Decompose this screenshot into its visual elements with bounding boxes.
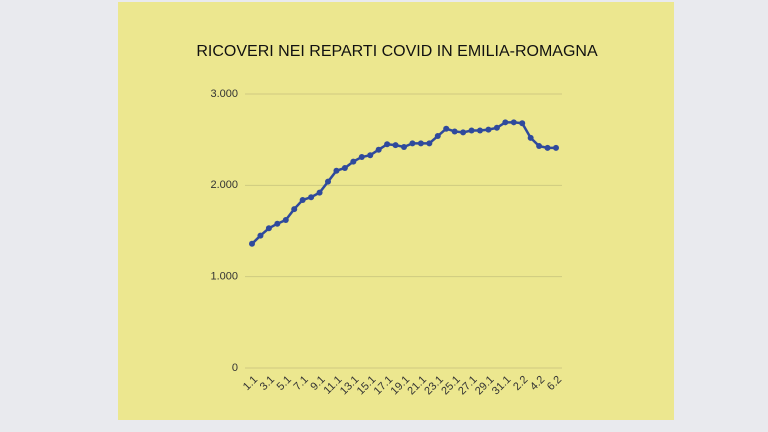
data-point [544, 144, 551, 151]
data-point [249, 240, 255, 247]
data-point [553, 144, 559, 151]
data-point [274, 220, 281, 227]
y-tick-label: 2.000 [210, 179, 238, 191]
data-point [468, 127, 475, 134]
data-point [477, 127, 483, 134]
data-point [325, 178, 331, 185]
data-point [333, 167, 340, 174]
data-point [401, 143, 407, 150]
data-point [451, 128, 458, 135]
data-point [341, 164, 348, 171]
data-point [536, 143, 543, 150]
data-point [367, 152, 374, 159]
chart-panel [118, 2, 674, 420]
data-point [282, 217, 289, 224]
data-point [257, 232, 264, 239]
data-point [265, 225, 272, 232]
data-point [443, 125, 450, 132]
data-point [493, 124, 500, 131]
data-point [485, 126, 492, 133]
data-point [519, 120, 526, 127]
data-point [308, 194, 315, 201]
data-point [460, 129, 467, 136]
data-point [502, 119, 509, 126]
y-tick-label: 1.000 [210, 271, 238, 283]
data-point [417, 140, 424, 147]
data-point [350, 158, 357, 165]
data-point [375, 146, 382, 153]
data-point [316, 189, 323, 196]
chart-title: RICOVERI NEI REPARTI COVID IN EMILIA-ROM… [196, 43, 598, 60]
data-point [384, 141, 391, 148]
data-point [291, 206, 298, 213]
data-point [299, 196, 306, 203]
y-tick-label: 3.000 [210, 88, 238, 100]
y-tick-label: 0 [232, 362, 238, 374]
data-point [426, 140, 433, 147]
data-point [392, 142, 399, 149]
data-point [510, 119, 517, 126]
data-point [434, 133, 441, 140]
data-point [409, 140, 416, 147]
data-point [358, 154, 365, 161]
data-point [527, 134, 534, 141]
